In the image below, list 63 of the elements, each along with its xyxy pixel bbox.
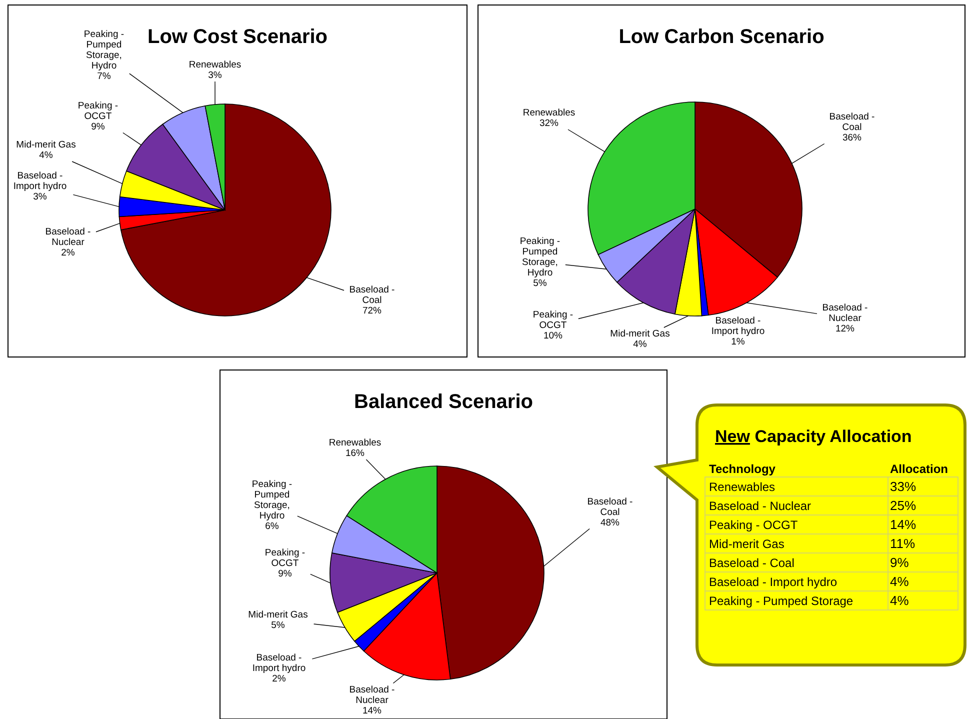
slice-label: Baseload - Nuclear <box>45 226 91 248</box>
slice-label: Baseload - Import hydro <box>711 315 765 337</box>
chart-title: Low Carbon Scenario <box>618 26 824 48</box>
category-label: Baseload - Nuclear <box>709 499 812 513</box>
slice-label: Mid-merit Gas <box>248 610 308 620</box>
slice-label: Baseload - Coal <box>587 496 633 518</box>
data-label: 5% <box>533 278 548 289</box>
slice-label: Renewables <box>522 108 576 118</box>
data-label: 4% <box>633 339 648 350</box>
category-label: Baseload - Coal <box>709 556 794 570</box>
slice-label: Baseload - Coal <box>349 284 395 306</box>
data-label: 9% <box>91 121 106 132</box>
data-label: 32% <box>539 118 560 129</box>
text: 4% <box>890 574 909 589</box>
category-label: Renewables <box>709 480 776 494</box>
category-label: Mid-merit Gas <box>709 537 784 551</box>
data-label: 2% <box>272 673 286 684</box>
slice-label: Baseload - Coal <box>829 111 875 133</box>
data-label: 10% <box>543 330 564 342</box>
category-label: Baseload - Import hydro <box>709 575 838 589</box>
text: 25% <box>890 498 916 513</box>
slice-label: Baseload - Import hydro <box>252 652 306 674</box>
text: New Capacity Allocation <box>715 427 912 446</box>
text: 33% <box>890 479 916 494</box>
data-label: 3% <box>208 70 222 81</box>
data-label: 5% <box>271 620 286 631</box>
slice-label: Peaking - OCGT <box>532 309 574 331</box>
text: Allocation <box>890 462 948 476</box>
slice-label: Renewables <box>188 60 242 70</box>
slice-label: Peaking - OCGT <box>264 547 306 569</box>
chart-title: Balanced Scenario <box>354 391 533 413</box>
text: 4% <box>890 593 909 608</box>
text: 14% <box>890 517 916 532</box>
slice-label: Peaking - Pumped Storage, Hydro <box>84 28 124 72</box>
slice-label: Mid-merit Gas <box>16 140 76 150</box>
data-label: 16% <box>345 448 366 459</box>
data-label: 9% <box>278 568 292 580</box>
slice-label: Mid-merit Gas <box>610 328 670 340</box>
slice-label: Peaking - OCGT <box>78 100 118 122</box>
data-label: 3% <box>33 191 48 202</box>
data-label: 7% <box>97 70 112 82</box>
text: 9% <box>890 555 909 570</box>
data-label: 36% <box>842 132 862 144</box>
slice-label: Renewables <box>328 438 382 448</box>
slice-label: Peaking - Pumped Storage, Hydro <box>252 478 292 522</box>
slice-label: Peaking - Pumped Storage, Hydro <box>520 236 560 278</box>
category-label: Peaking - OCGT <box>709 518 798 532</box>
category-label: Peaking - Pumped Storage <box>709 594 854 608</box>
data-label: 12% <box>835 323 856 334</box>
slice-label: Baseload - Nuclear <box>822 302 868 324</box>
data-label: 72% <box>362 305 382 316</box>
data-label: 2% <box>61 247 76 258</box>
text: Technology <box>709 462 776 476</box>
data-label: 48% <box>600 517 620 528</box>
slice-label: Baseload - Nuclear <box>349 684 395 706</box>
data-label: 1% <box>731 336 746 348</box>
data-label: 14% <box>362 705 382 716</box>
data-label: 4% <box>39 150 54 161</box>
text: 11% <box>890 536 916 551</box>
pie-slice <box>120 104 332 316</box>
slice-label: Baseload - Import hydro <box>13 170 67 192</box>
chart-title: Low Cost Scenario <box>147 26 328 48</box>
data-label: 6% <box>265 520 280 532</box>
